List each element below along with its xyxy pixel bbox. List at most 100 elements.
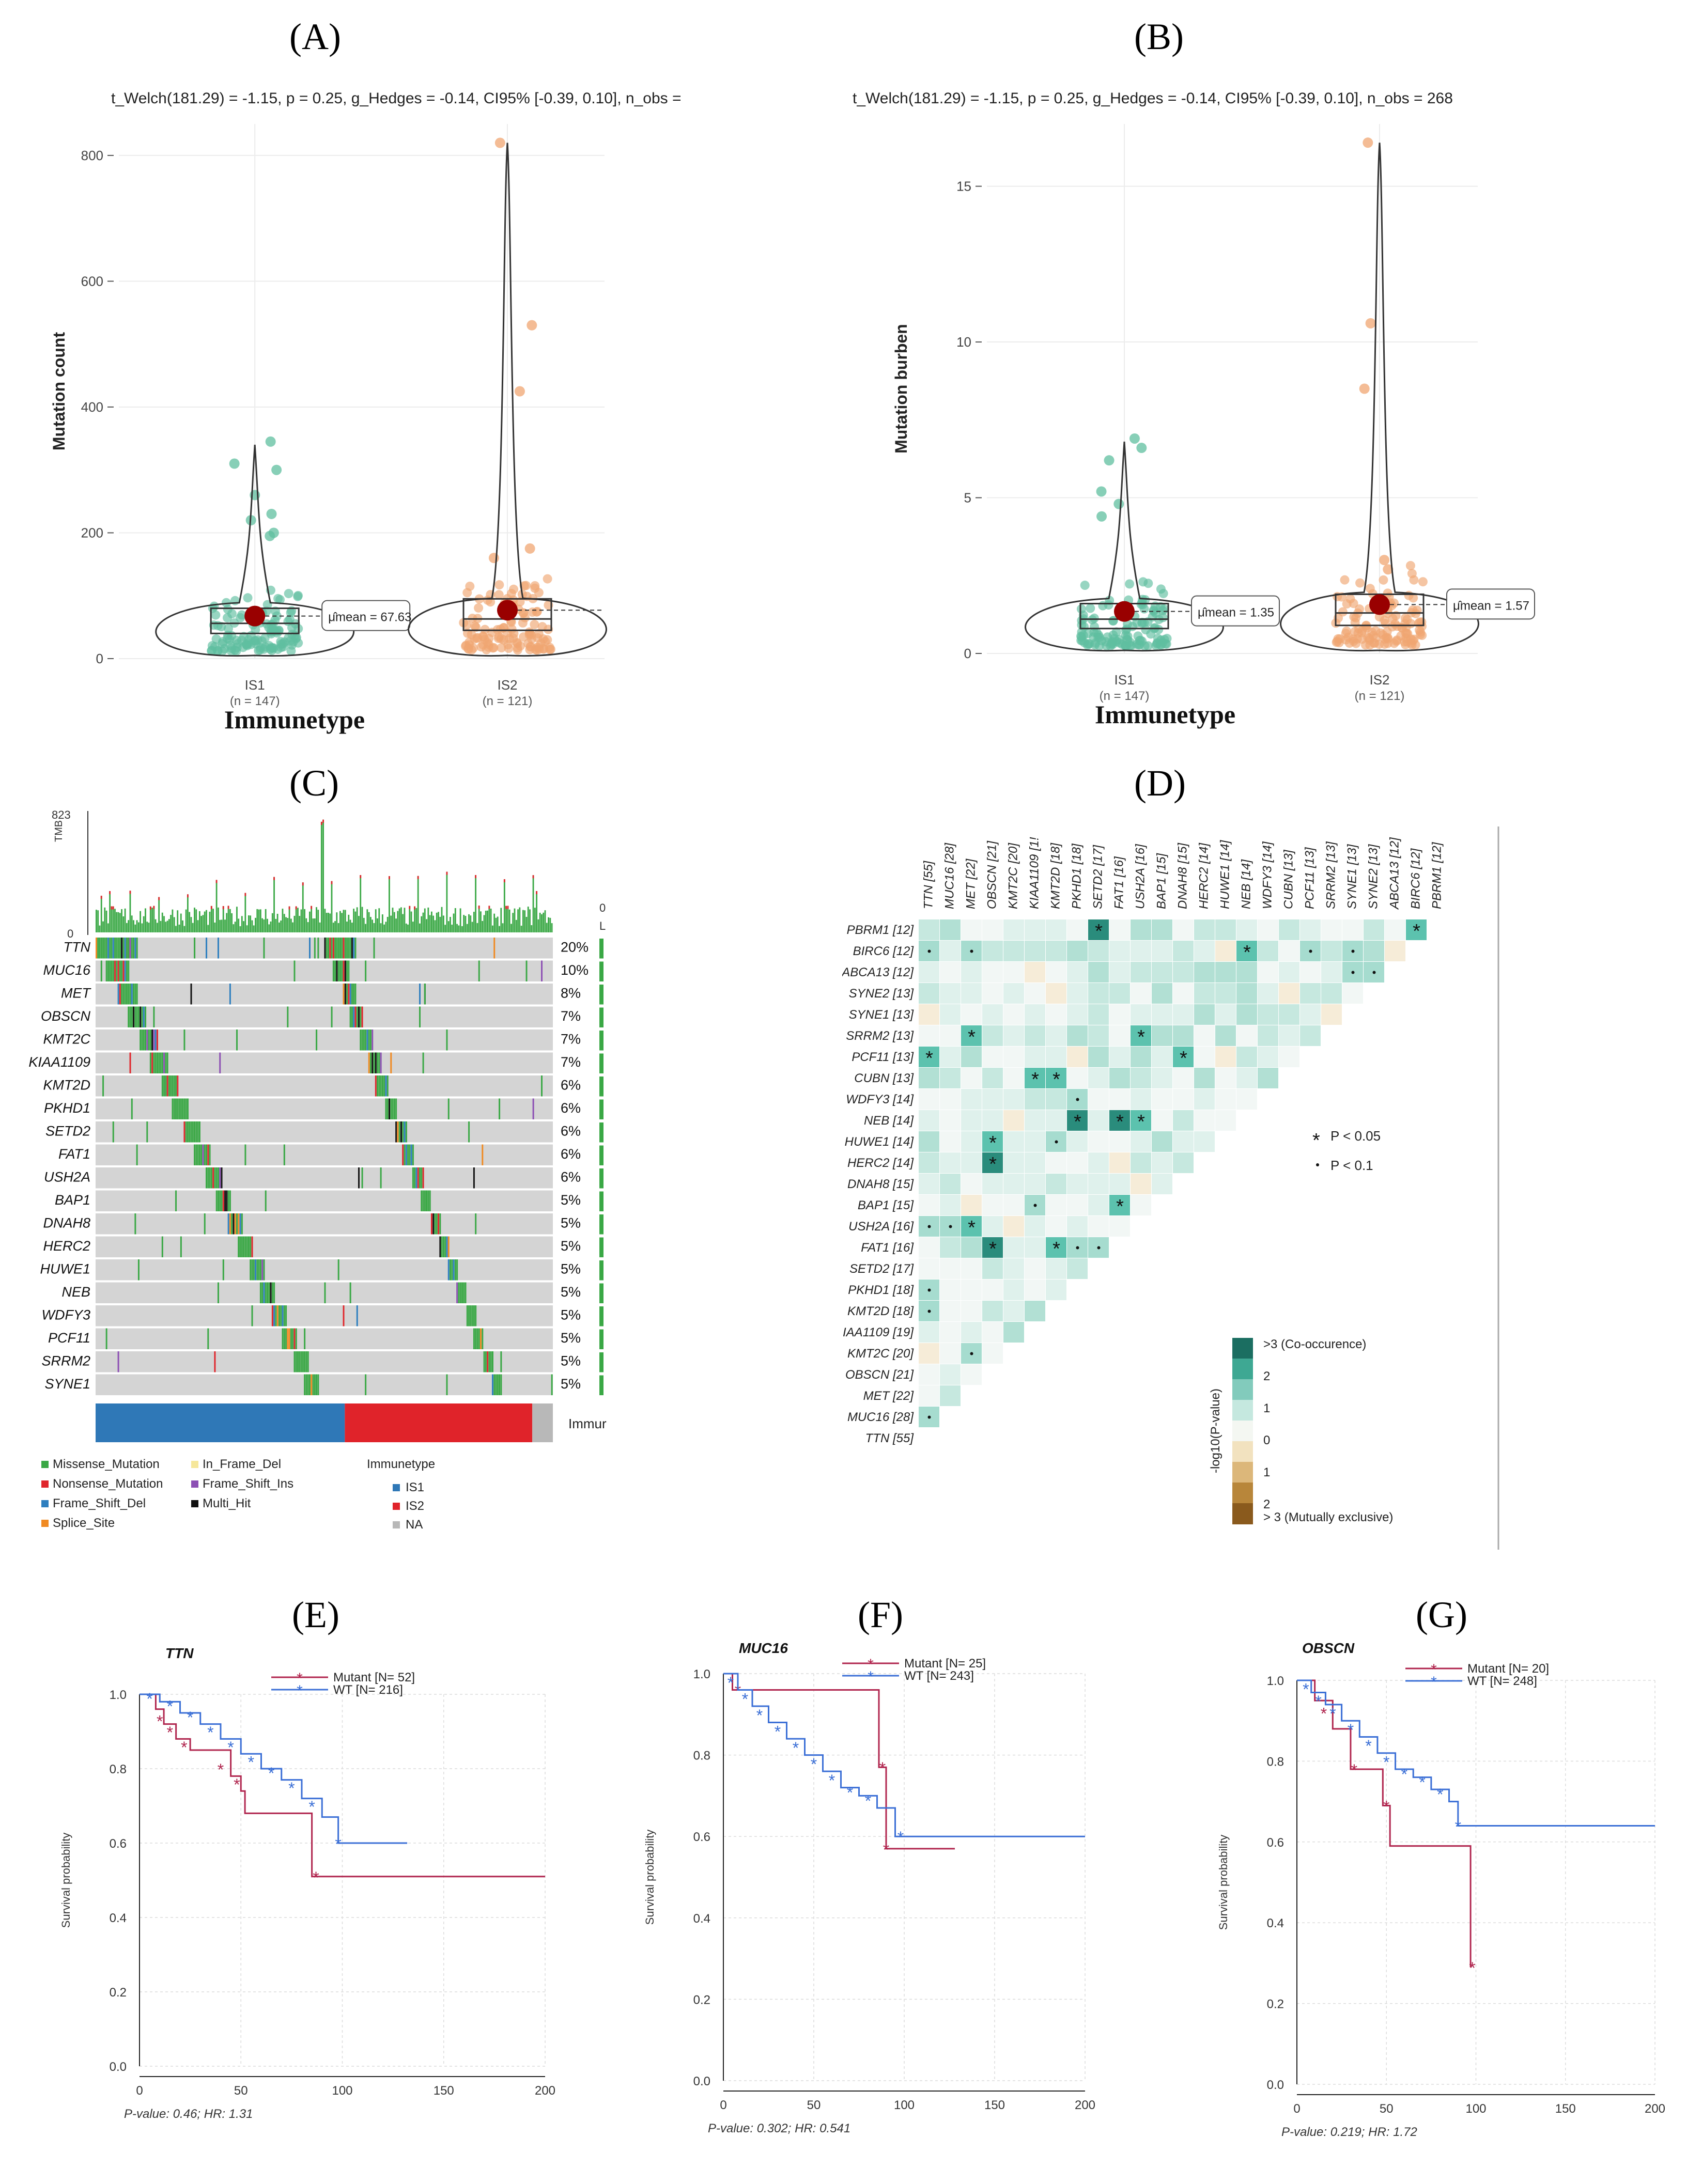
heatmap-cell [1300,983,1321,1004]
mutation-cell [107,960,109,981]
outlier-point [1104,455,1115,466]
mutation-cell [317,1374,319,1395]
mutation-cell [368,1029,370,1051]
mutation-cell [218,938,219,959]
mutation-cell [422,1052,424,1073]
dot-marker [1076,1098,1079,1101]
row-label: PKHD1 [18] [848,1283,914,1297]
mutation-cell [131,984,133,1005]
tmb-bar [332,923,334,932]
mutation-cell [473,1328,475,1349]
scale-segment [1232,1462,1253,1483]
outlier-point [265,436,276,447]
side-bar [599,1122,603,1143]
tmb-bar [429,915,431,932]
heatmap-cell [1258,1068,1278,1088]
legend-immune-title: Immunetype [367,1457,435,1471]
data-point [509,584,519,594]
mutation-cell [499,1374,501,1395]
outlier-point [1365,318,1376,329]
heatmap-cell [1025,1025,1045,1046]
gene-percent: 6% [561,1078,581,1093]
outlier-point [527,320,537,331]
mutation-cell [177,1075,179,1097]
side-bar [599,961,603,981]
mutation-cell [128,960,130,981]
heatmap-cell [1173,919,1194,940]
mutation-cell [444,1236,446,1257]
mutation-cell [131,1006,133,1027]
tmb-bar [422,912,424,932]
mutation-cell [361,1167,363,1189]
mutation-cell [218,1190,219,1211]
mutation-cell [209,1144,211,1165]
mutation-cell [421,1190,423,1211]
tmb-bar [258,909,260,932]
data-point [1333,634,1343,644]
heatmap-cell [982,1301,1003,1321]
mutation-cell [349,1006,351,1027]
col-label: KMT2D [18] [1049,843,1063,909]
col-label: PKHD1 [18] [1070,843,1084,909]
tmb-min-label: 0 [67,927,73,940]
mutation-cell [221,1190,223,1211]
mutation-cell [412,1144,414,1165]
row-label: NEB [14] [864,1114,914,1128]
tmb-bar [148,923,150,932]
heatmap-cell [1215,919,1236,940]
gene-row-bg [96,1236,553,1257]
mutation-cell [341,938,343,959]
heatmap-cell [1003,1047,1024,1067]
tmb-bar-top [409,906,411,909]
censor-mark: * [1303,1680,1309,1699]
mutation-cell [497,1374,499,1395]
heatmap-cell [1003,983,1024,1004]
censor-mark: * [811,1755,817,1773]
data-point [1388,614,1398,623]
tmb-bar [163,916,165,932]
mutation-cell [109,960,111,981]
km-title: OBSCN [1302,1640,1355,1656]
mean-marker [1114,601,1135,622]
heatmap-cell [982,1280,1003,1300]
legend-label: WT [N= 248] [1467,1674,1537,1688]
tmb-bar [183,926,185,932]
mutation-cell [373,1052,375,1073]
data-point [1158,588,1168,598]
tmb-bar [328,912,329,932]
tmb-bar [419,923,421,932]
heatmap-cell [940,919,961,940]
heatmap-cell [1131,919,1151,940]
data-point [1104,600,1113,610]
tmb-bar-top [288,906,290,910]
tmb-bar [400,907,402,932]
mutation-cell [468,1121,470,1143]
tmb-bar [214,922,216,932]
tmb-bar [470,915,472,932]
side-bar [599,1237,603,1257]
mutation-cell [419,984,421,1005]
x-tick-label: 150 [1555,2102,1576,2116]
mutation-cell [363,1029,365,1051]
tmb-bar-top [302,882,304,886]
mutation-cell [292,1328,294,1349]
tmb-bar-top [475,875,477,878]
mutation-cell [117,938,119,959]
outlier-point [1383,564,1394,575]
side-bar [599,939,603,959]
row-label: FAT1 [16] [861,1241,914,1255]
mutation-cell [229,1213,231,1235]
mutation-cell [265,1190,267,1211]
tmb-bar [282,909,284,932]
heatmap-cell [1194,941,1215,961]
heatmap-cell [1067,1258,1088,1279]
heatmap-cell [1025,1152,1045,1173]
tmb-bar [99,925,101,932]
mutation-cell [146,1029,148,1051]
mutation-cell [312,1374,314,1395]
tmb-bar [256,909,258,932]
gene-percent: 5% [561,1192,581,1208]
censor-mark: * [167,1723,173,1742]
